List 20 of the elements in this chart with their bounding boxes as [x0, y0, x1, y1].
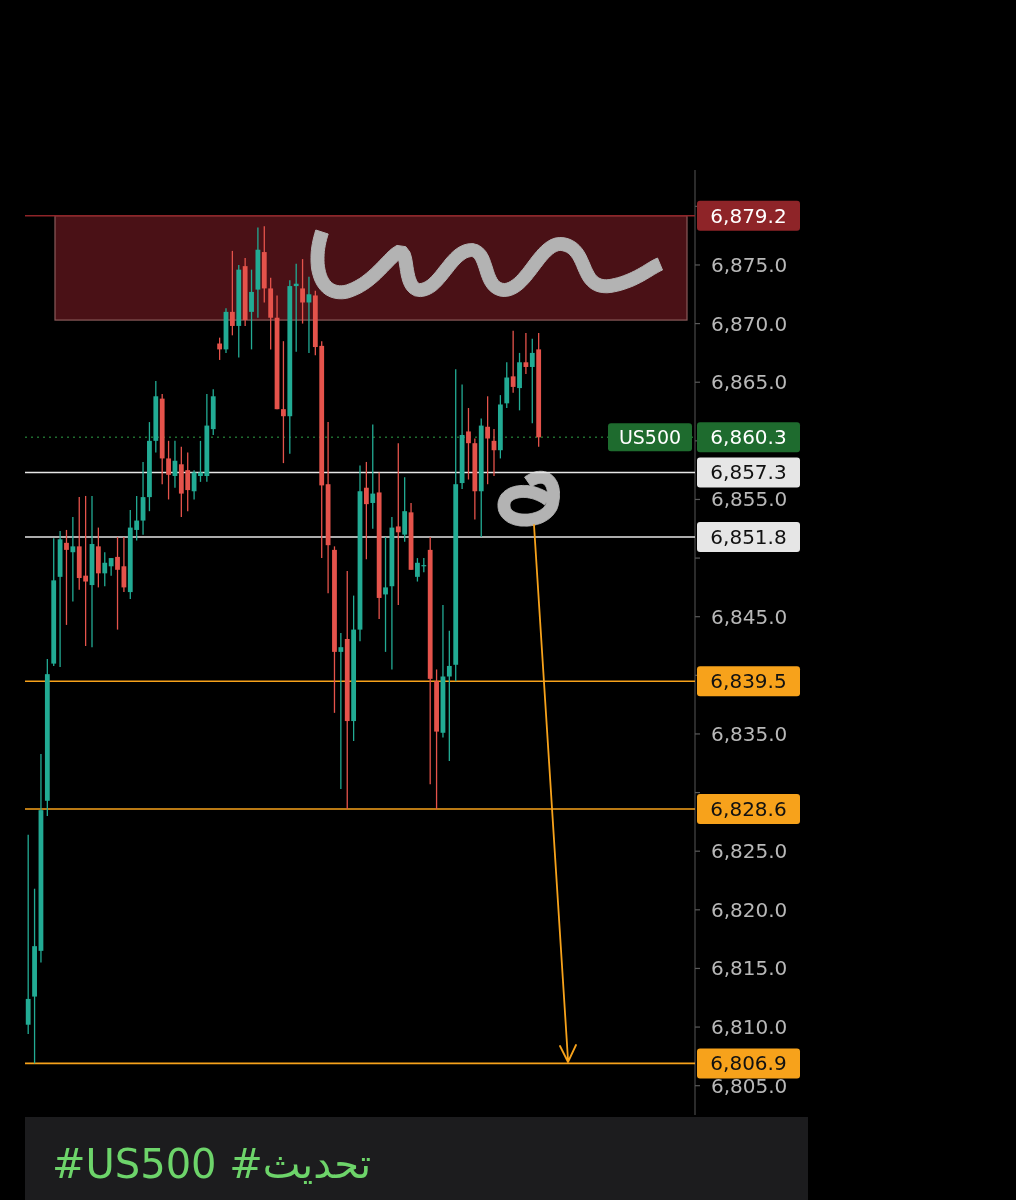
ref-line-label: 6,828.6 — [710, 796, 787, 821]
y-tick-label: 6,805.0 — [711, 1073, 788, 1098]
y-tick-label: 6,835.0 — [711, 721, 788, 746]
ref-line-label: 6,879.2 — [710, 203, 787, 228]
y-tick-label: 6,855.0 — [711, 487, 788, 512]
y-tick-label: 6,865.0 — [711, 370, 788, 395]
ref-line-label: 6,857.3 — [710, 460, 787, 485]
ref-line-label: 6,851.8 — [710, 524, 787, 549]
y-tick-label: 6,815.0 — [711, 956, 788, 981]
y-tick-label: 6,820.0 — [711, 897, 788, 922]
ref-line-label: 6,860.3 — [710, 425, 787, 450]
y-tick-label: 6,845.0 — [711, 604, 788, 629]
y-tick-label: 6,875.0 — [711, 252, 788, 277]
y-tick-label: 6,825.0 — [711, 839, 788, 864]
annotation: US500 — [618, 426, 682, 449]
annotation: #US500 #تحديث — [52, 1141, 372, 1187]
y-tick-label: 6,810.0 — [711, 1015, 788, 1040]
ref-line-label: 6,806.9 — [710, 1051, 787, 1076]
ref-line-label: 6,839.5 — [710, 669, 787, 694]
y-tick-label: 6,870.0 — [711, 311, 788, 336]
